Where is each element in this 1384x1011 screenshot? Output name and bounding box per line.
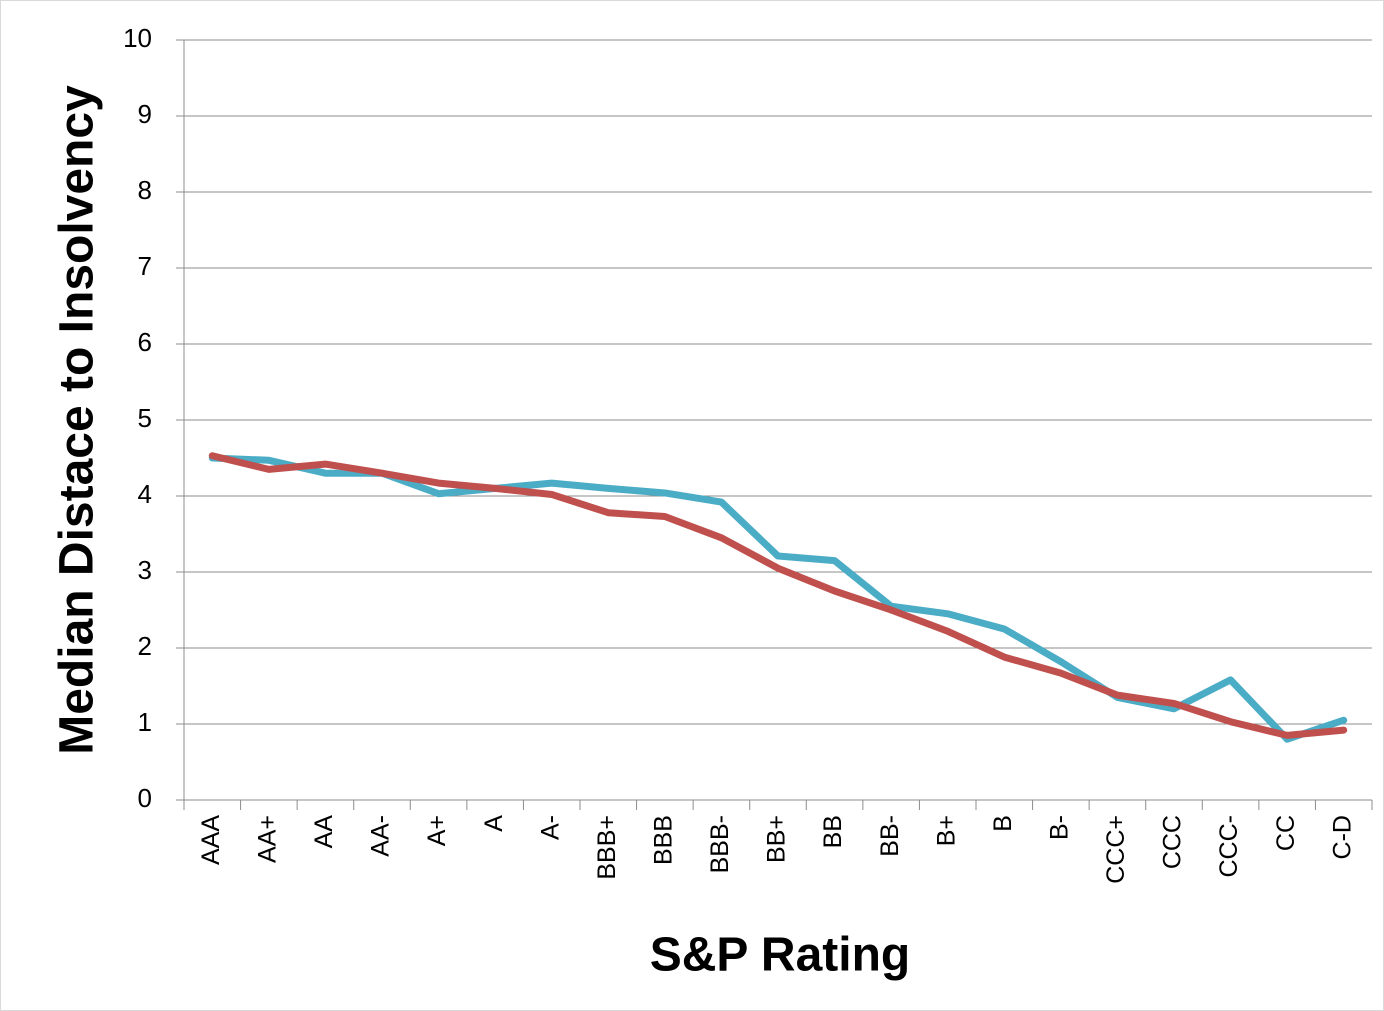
x-tick-label: CCC+	[1102, 815, 1130, 884]
x-tick-label: CC	[1272, 815, 1300, 851]
x-tick-label: BBB+	[593, 815, 621, 880]
x-tick-label: BBB-	[706, 815, 734, 873]
x-tick-label: AA	[310, 815, 338, 849]
series-line	[208, 452, 1348, 739]
y-axis-title: Median Distace to Insolvency	[51, 85, 104, 755]
x-tick-label: A+	[423, 815, 451, 846]
x-tick-label: AA+	[253, 815, 281, 863]
x-tick-label: B	[989, 815, 1017, 832]
y-tick-label: 5	[138, 403, 152, 433]
y-tick-label: 7	[138, 251, 152, 281]
y-tick-label: 10	[123, 23, 152, 53]
y-tick-label: 0	[138, 783, 152, 813]
y-tick-label: 3	[138, 555, 152, 585]
x-axis-title: S&P Rating	[650, 929, 910, 982]
x-tick-label: B-	[1045, 815, 1073, 840]
x-tick-label: CCC	[1159, 815, 1187, 869]
x-tick-label: BB	[819, 815, 847, 848]
x-tick-label: C-D	[1328, 815, 1356, 859]
x-tick-label: BB-	[876, 815, 904, 857]
x-tick-label: A-	[536, 815, 564, 840]
x-tick-label: AA-	[367, 815, 395, 857]
x-tick-label: BBB	[649, 815, 677, 865]
x-tick-label: AAA	[197, 815, 225, 865]
x-tick-label: A	[480, 815, 508, 832]
y-tick-label: 1	[138, 707, 152, 737]
x-tick-label: BB+	[763, 815, 791, 863]
x-tick-label: CCC-	[1215, 815, 1243, 878]
y-tick-label: 8	[138, 175, 152, 205]
y-tick-label: 4	[138, 479, 152, 509]
y-tick-label: 9	[138, 99, 152, 129]
x-tick-label: B+	[932, 815, 960, 846]
y-tick-label: 2	[138, 631, 152, 661]
y-tick-label: 6	[138, 327, 152, 357]
